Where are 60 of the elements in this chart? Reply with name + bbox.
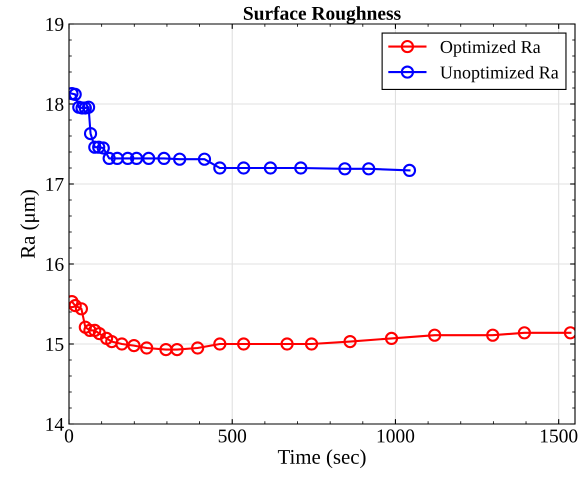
legend-label: Optimized Ra	[440, 40, 540, 57]
point	[237, 337, 250, 351]
y-tick-label: 16	[46, 258, 64, 271]
point	[142, 152, 156, 165]
point	[428, 328, 442, 342]
point	[69, 299, 82, 312]
point	[280, 337, 294, 351]
point	[237, 161, 250, 175]
point	[518, 326, 531, 340]
point	[338, 162, 352, 176]
point	[72, 100, 86, 114]
point	[84, 127, 98, 140]
y-tick-label: 15	[46, 338, 64, 351]
point	[157, 152, 171, 165]
point	[100, 332, 114, 345]
legend-label: Unoptimized Ra	[440, 66, 558, 82]
point	[110, 152, 124, 165]
point	[140, 341, 154, 355]
x-tick-label: 1000	[378, 429, 414, 443]
point	[92, 327, 106, 340]
point	[115, 337, 128, 351]
y-tick-label: 19	[46, 18, 64, 31]
y-tick-label: 17	[46, 178, 64, 191]
chart-title: Surface Roughness	[244, 6, 401, 24]
point	[102, 152, 116, 165]
point	[402, 164, 416, 177]
point	[170, 343, 184, 356]
point	[88, 324, 102, 337]
point	[304, 337, 318, 351]
point	[83, 324, 96, 337]
point	[121, 152, 134, 165]
x-axis-title: Time (sec)	[278, 449, 366, 468]
x-tick-label: 1500	[540, 429, 578, 443]
point	[173, 152, 186, 166]
point	[92, 140, 106, 154]
point	[294, 161, 308, 175]
point	[343, 335, 357, 348]
point	[159, 343, 173, 356]
point	[213, 337, 226, 351]
point	[127, 339, 141, 352]
point	[198, 152, 212, 166]
point	[96, 141, 110, 155]
y-tick-label: 18	[46, 98, 64, 111]
x-tick-label: 0	[64, 429, 74, 443]
point	[264, 161, 278, 175]
point	[74, 302, 88, 316]
x-tick-label: 500	[218, 429, 246, 443]
point	[105, 335, 118, 348]
point	[213, 161, 226, 175]
point	[486, 328, 500, 342]
point	[384, 332, 398, 345]
point	[82, 100, 96, 114]
point	[88, 140, 102, 154]
y-tick-label: 14	[46, 418, 64, 431]
point	[191, 341, 204, 355]
point	[362, 162, 376, 176]
point	[78, 320, 92, 334]
point	[130, 152, 144, 165]
y-axis-title: Ra (μm)	[20, 190, 40, 258]
point	[78, 101, 92, 115]
